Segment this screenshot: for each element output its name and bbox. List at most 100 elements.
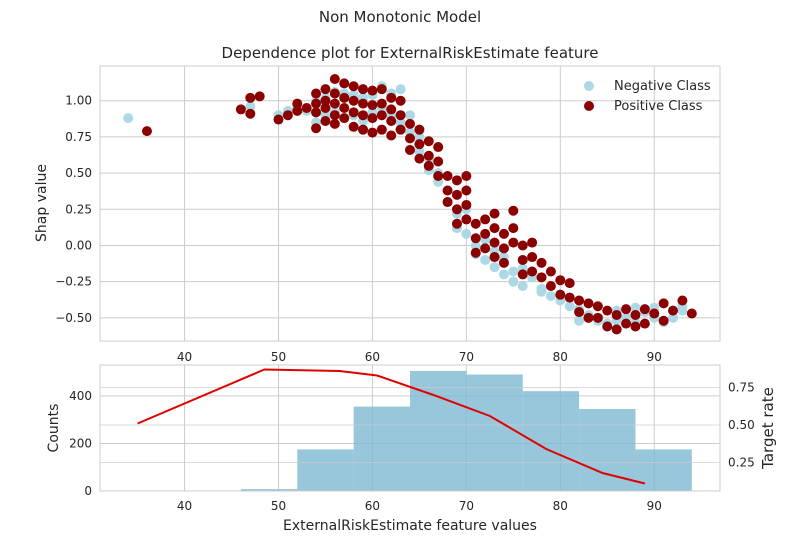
- scatter-y-tick-label: 0.50: [65, 166, 92, 180]
- target-rate-line: [137, 368, 646, 485]
- scatter-point-positive: [320, 84, 331, 95]
- scatter-point-positive: [395, 124, 406, 135]
- scatter-point-positive: [489, 252, 500, 263]
- scatter-point-positive: [414, 139, 425, 150]
- scatter-point-positive: [376, 98, 387, 109]
- scatter-point-positive: [470, 218, 481, 229]
- scatter-point-positive: [329, 98, 340, 109]
- histogram-x-tick-label: 80: [553, 499, 568, 513]
- scatter-point-positive: [339, 113, 350, 124]
- scatter-point-negative: [470, 240, 481, 251]
- scatter-x-tick-label: 80: [553, 350, 568, 364]
- scatter-point-positive: [367, 127, 378, 138]
- scatter-point-positive: [311, 88, 322, 99]
- scatter-point-negative: [395, 117, 406, 128]
- scatter-point-negative: [461, 228, 472, 239]
- scatter-point-positive: [423, 136, 434, 147]
- scatter-point-negative: [545, 291, 556, 302]
- scatter-point-positive: [405, 133, 415, 144]
- scatter-point-positive: [329, 74, 340, 85]
- scatter-point-positive: [311, 98, 322, 109]
- scatter-x-ticks: 40 50 60 70 80 90: [177, 350, 662, 364]
- scatter-point-positive: [489, 237, 500, 248]
- scatter-point-positive: [489, 223, 500, 234]
- histogram-y-tick-label: 200: [69, 436, 92, 450]
- scatter-point-positive: [423, 150, 434, 161]
- scatter-point-positive: [311, 107, 322, 118]
- scatter-point-positive: [358, 110, 369, 121]
- scatter-point-positive: [517, 269, 528, 280]
- histogram-y-tick-label: 0: [84, 484, 92, 498]
- legend-label-positive: Positive Class: [614, 99, 703, 114]
- scatter-point-positive: [339, 92, 350, 103]
- scatter-y-axis-label: Shap value: [34, 164, 50, 242]
- histogram-y-axis-label: Counts: [46, 404, 62, 453]
- scatter-point-positive: [508, 237, 519, 248]
- scatter-point-positive: [630, 321, 641, 332]
- scatter-point-positive: [329, 118, 340, 129]
- scatter-point-positive: [405, 118, 415, 129]
- scatter-point-negative: [517, 281, 528, 291]
- scatter-point-positive: [433, 156, 444, 167]
- scatter-point-negative: [508, 266, 519, 277]
- histogram-frame: [99, 364, 721, 492]
- scatter-point-positive: [686, 308, 697, 319]
- scatter-point-positive: [423, 160, 434, 171]
- scatter-point-positive: [470, 233, 481, 244]
- scatter-point-positive: [658, 315, 669, 326]
- scatter-point-positive: [630, 309, 641, 320]
- scatter-point-negative: [489, 262, 500, 273]
- scatter-point-positive: [348, 95, 359, 106]
- scatter-y-tick-label: 0.00: [65, 238, 92, 252]
- scatter-point-positive: [451, 175, 462, 186]
- scatter-point-positive: [470, 247, 481, 258]
- histogram-bar: [353, 406, 410, 491]
- scatter-point-positive: [451, 204, 462, 215]
- scatter-frame: [99, 65, 721, 342]
- histogram-x-axis-label: ExternalRiskEstimate feature values: [283, 518, 537, 534]
- scatter-point-negative: [574, 315, 585, 326]
- scatter-points: [123, 74, 697, 335]
- scatter-point-positive: [358, 98, 369, 109]
- target-rate-tick-label: 0.25: [728, 456, 755, 470]
- scatter-point-positive: [461, 171, 472, 181]
- scatter-point-positive: [348, 81, 359, 92]
- scatter-point-positive: [555, 289, 566, 300]
- scatter-point-positive: [386, 104, 397, 115]
- scatter-point-positive: [442, 197, 453, 208]
- histogram-bar: [466, 374, 523, 491]
- scatter-point-negative: [536, 286, 547, 297]
- scatter-point-positive: [489, 208, 500, 219]
- scatter-point-positive: [245, 92, 256, 103]
- figure-suptitle: Non Monotonic Model: [319, 8, 481, 26]
- scatter-point-positive: [320, 102, 331, 113]
- scatter-point-positive: [433, 171, 444, 181]
- scatter-point-positive: [395, 95, 406, 106]
- scatter-point-positive: [386, 116, 397, 126]
- scatter-point-positive: [461, 199, 472, 210]
- scatter-point-positive: [461, 214, 472, 225]
- scatter-y-tick-label: −0.25: [55, 275, 92, 289]
- scatter-point-positive: [592, 312, 603, 323]
- scatter-point-positive: [517, 240, 528, 251]
- target-rate-tick-label: 0.50: [728, 418, 755, 432]
- scatter-point-positive: [433, 142, 444, 153]
- scatter-point-positive: [442, 171, 453, 181]
- scatter-point-positive: [611, 324, 622, 335]
- scatter-point-positive: [292, 98, 303, 109]
- scatter-point-positive: [517, 254, 528, 265]
- scatter-point-positive: [405, 144, 415, 155]
- scatter-x-tick-label: 40: [177, 350, 192, 364]
- scatter-point-positive: [348, 107, 359, 118]
- scatter-x-tick-label: 50: [271, 350, 286, 364]
- scatter-point-positive: [320, 95, 331, 106]
- histogram-x-tick-label: 70: [459, 499, 474, 513]
- scatter-point-negative: [395, 84, 406, 95]
- scatter-y-tick-label: 0.25: [65, 202, 92, 216]
- scatter-point-negative: [480, 254, 491, 265]
- histogram-bars: [240, 370, 692, 491]
- scatter-point-positive: [574, 295, 585, 306]
- histogram-x-tick-label: 50: [271, 499, 286, 513]
- scatter-point-positive: [621, 318, 632, 329]
